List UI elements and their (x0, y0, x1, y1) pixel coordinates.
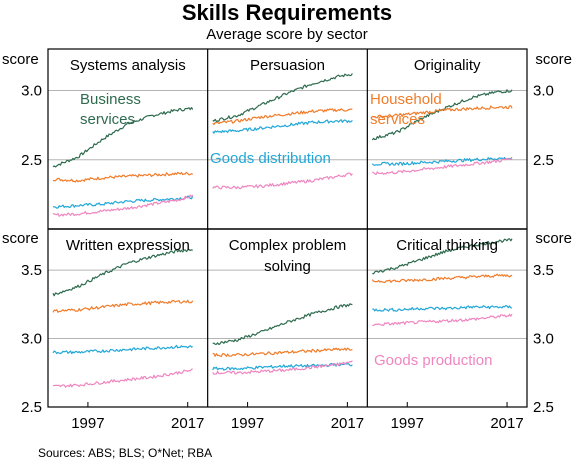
x-tick-label: 1997 (231, 415, 264, 432)
panel-title: Complex problem (229, 237, 347, 254)
series-annotation: Business (80, 91, 141, 108)
y-tick-label-right: 3.0 (533, 83, 554, 100)
labels: 3.0 3.0 2.5 2.5 3.5 3.5 3.0 3.0 2.5 2.5 1997 2017 19… (21, 57, 554, 432)
series-line-business-services (371, 89, 513, 141)
y-unit-label-bottom-right: score (535, 230, 572, 247)
x-tick-label: 2017 (490, 415, 523, 432)
series-line-goods-production (372, 313, 513, 327)
series-line-goods-distribution (52, 344, 193, 355)
series-annotation: Goods production (374, 352, 492, 369)
y-unit-label-bottom-left: score (2, 230, 39, 247)
series-line-goods-production (52, 194, 194, 217)
series-annotation: Goods distribution (210, 150, 331, 167)
panel-title: Persuasion (250, 57, 325, 74)
x-tick-label: 2017 (171, 415, 204, 432)
series-annotation: Household (370, 91, 442, 108)
chart-subtitle: Average score by sector (206, 26, 367, 43)
y-unit-label-top-right: score (535, 51, 572, 68)
series-line-goods-distribution (372, 305, 513, 312)
series-line-goods-distribution (212, 119, 353, 134)
series-annotation: services (370, 111, 425, 128)
series-line-household-services (52, 299, 194, 313)
gridlines (48, 90, 527, 340)
series-line-business-services (372, 238, 513, 275)
series-annotation: services (80, 111, 135, 128)
panel-title: Systems analysis (70, 57, 186, 74)
chart-title: Skills Requirements (182, 0, 392, 25)
series-line-goods-production (212, 172, 353, 190)
y-tick-label-left: 3.0 (21, 83, 42, 100)
series-line-goods-distribution (371, 156, 513, 166)
y-tick-label-right: 2.5 (533, 152, 554, 169)
series-line-goods-distribution (52, 195, 194, 209)
source-note: Sources: ABS; BLS; O*Net; RBA (38, 446, 212, 460)
series-line-household-services (372, 105, 513, 119)
x-tick-label: 2017 (331, 415, 364, 432)
series-lines (52, 73, 513, 388)
series-line-business-services (52, 248, 193, 297)
y-tick-label-left: 3.0 (21, 331, 42, 348)
panel-title: Critical thinking (396, 237, 498, 254)
y-tick-label-left: 2.5 (21, 399, 42, 416)
series-line-business-services (212, 303, 353, 346)
series-line-household-services (52, 171, 194, 183)
series-line-business-services (52, 106, 194, 168)
plot-frame (47, 48, 528, 408)
series-line-goods-production (212, 360, 353, 375)
panel-frames (47, 48, 528, 408)
series-line-household-services (212, 347, 353, 357)
series-line-household-services (212, 108, 353, 126)
x-tick-label: 1997 (391, 415, 424, 432)
series-line-goods-production (52, 368, 193, 388)
panel-title: Written expression (66, 237, 190, 254)
y-tick-label-left: 2.5 (21, 152, 42, 169)
y-tick-label-left: 3.5 (21, 262, 42, 279)
series-line-business-services (212, 73, 353, 123)
series-line-goods-production (372, 157, 513, 175)
series-line-household-services (371, 273, 513, 284)
y-tick-label-right: 3.5 (533, 262, 554, 279)
panel-title: solving (264, 258, 311, 275)
x-tick-label: 1997 (71, 415, 104, 432)
y-unit-label-top-left: score (2, 51, 39, 68)
y-tick-label-right: 3.0 (533, 331, 554, 348)
y-tick-label-right: 2.5 (533, 399, 554, 416)
panel-title: Originality (414, 57, 481, 74)
